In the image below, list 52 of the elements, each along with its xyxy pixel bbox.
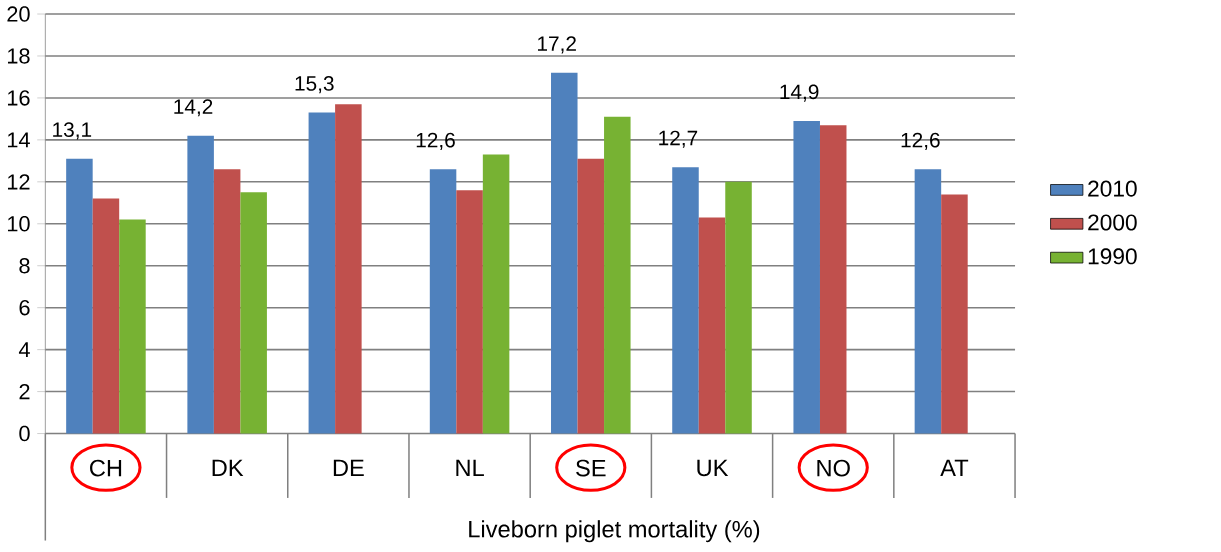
x-tick-label: NO — [817, 459, 850, 477]
y-tick-label: 20 — [7, 6, 30, 22]
y-tick-label: 18 — [7, 48, 30, 64]
bar — [429, 169, 457, 434]
bar — [793, 120, 820, 434]
bar — [66, 158, 93, 434]
data-label: 14,9 — [780, 84, 819, 102]
legend-label: 1990 — [1088, 248, 1137, 265]
bar — [308, 112, 336, 434]
x-tick-label: CH — [90, 459, 122, 477]
data-label: 15,3 — [295, 76, 334, 94]
data-label: 13,1 — [53, 122, 92, 140]
x-tick-label: AT — [940, 459, 969, 476]
y-tick-label: 10 — [7, 216, 30, 232]
data-label: 12,7 — [659, 130, 698, 148]
y-tick-label: 4 — [18, 342, 30, 358]
data-label: 17,2 — [538, 36, 576, 54]
bar — [213, 169, 241, 434]
y-tick-label: 14 — [7, 132, 30, 148]
x-tick-label: DE — [333, 459, 364, 476]
bar — [725, 181, 752, 434]
y-tick-label: 16 — [7, 90, 30, 106]
bar — [551, 72, 578, 434]
y-tick-label: 12 — [7, 174, 30, 190]
bar — [941, 194, 968, 434]
data-label: 12,6 — [416, 132, 455, 150]
x-tick-label: DK — [212, 459, 244, 476]
bar — [819, 125, 847, 434]
x-axis-title: Liveborn piglet mortality (%) — [469, 520, 760, 543]
bar — [240, 192, 267, 434]
legend-label: 2010 — [1088, 180, 1137, 197]
bar — [698, 217, 726, 434]
y-tick-label: 2 — [19, 383, 30, 400]
y-tick-label: 0 — [19, 425, 30, 442]
bar — [914, 169, 942, 434]
x-tick-label: NL — [456, 459, 484, 476]
y-tick-label: 8 — [19, 258, 30, 274]
bar — [456, 190, 483, 434]
x-tick-label: SE — [576, 459, 606, 477]
bar — [187, 135, 214, 434]
bar — [119, 219, 146, 434]
data-label: 14,2 — [174, 99, 213, 117]
bar — [92, 198, 120, 434]
bar — [577, 158, 605, 434]
bar — [604, 116, 631, 434]
bar — [335, 104, 362, 434]
bar — [672, 167, 699, 434]
bar — [482, 154, 510, 434]
data-label: 12,6 — [901, 132, 940, 150]
legend-label: 2000 — [1088, 214, 1137, 231]
y-tick-label: 6 — [19, 299, 30, 316]
x-tick-label: UK — [697, 459, 729, 477]
